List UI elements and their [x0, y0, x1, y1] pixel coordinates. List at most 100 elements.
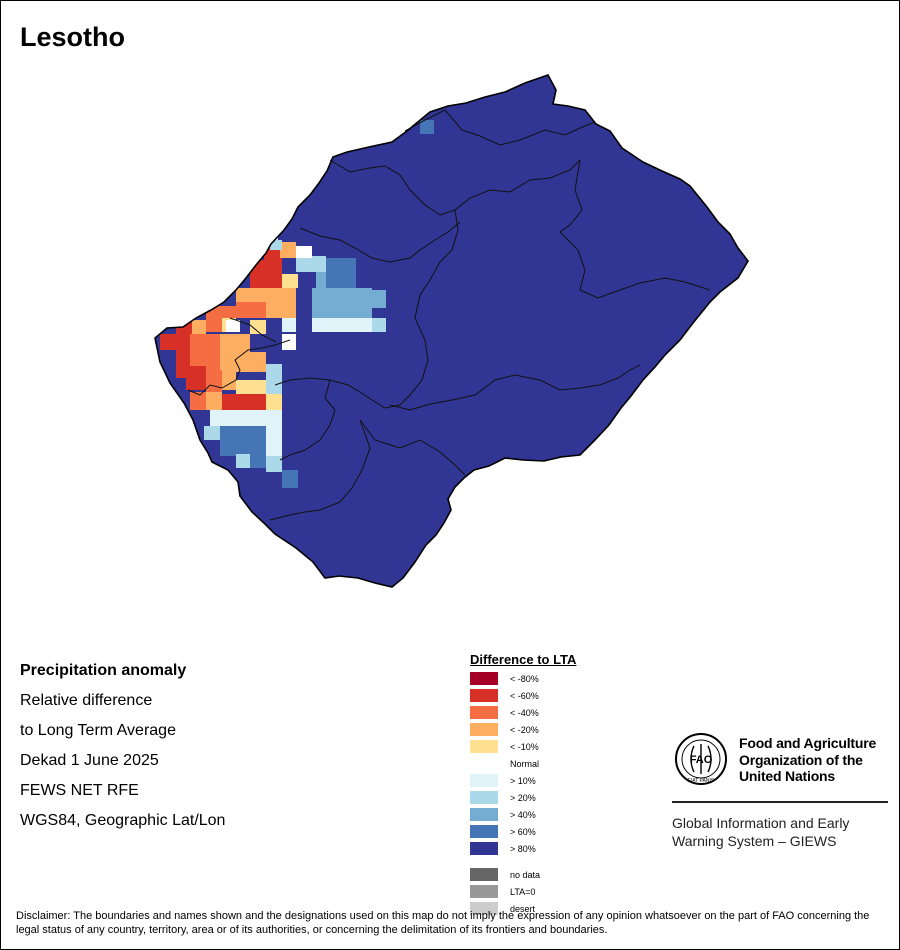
anomaly-cell [206, 370, 222, 392]
legend-label: < -20% [510, 725, 539, 735]
anomaly-cell [250, 320, 266, 334]
anomaly-cell [326, 258, 356, 288]
anomaly-cell [420, 120, 434, 134]
map-info: Precipitation anomaly Relative differenc… [20, 656, 225, 836]
legend-item: < -20% [470, 722, 670, 739]
anomaly-cell [282, 318, 296, 332]
legend-item: < -10% [470, 739, 670, 756]
anomaly-map [154, 74, 749, 588]
anomaly-cell [190, 392, 206, 410]
legend-label: no data [510, 870, 541, 880]
legend-label: > 20% [510, 793, 536, 803]
anomaly-cell [206, 392, 222, 410]
anomaly-cell [192, 320, 206, 334]
legend-swatch [470, 825, 498, 838]
fao-name-line1: Food and Agriculture [739, 735, 877, 751]
anomaly-cell [266, 410, 282, 426]
anomaly-cell [264, 248, 282, 262]
anomaly-cell [220, 334, 250, 352]
anomaly-cell-normal [296, 246, 312, 258]
legend-item: > 80% [470, 841, 670, 858]
legend-swatch [470, 885, 498, 898]
legend-title: Difference to LTA [470, 652, 577, 667]
anomaly-cell-normal [226, 320, 240, 332]
info-projection: WGS84, Geographic Lat/Lon [20, 812, 226, 829]
legend-label: < -80% [510, 674, 539, 684]
fao-motto: FIAT PANIS [688, 778, 715, 784]
legend-swatch [470, 672, 498, 685]
legend-label: Normal [510, 759, 540, 769]
anomaly-cell [270, 240, 282, 250]
legend-classes: < -80% < -60% < -40% < -20% < -10% Normal > 10… [470, 671, 670, 858]
fao-logo-text: FAO [690, 754, 713, 766]
anomaly-cell [186, 366, 206, 390]
legend-swatch [470, 706, 498, 719]
giews-line1: Global Information and Early [672, 815, 850, 831]
giews-line2: Warning System – GIEWS [672, 833, 837, 849]
anomaly-cell [312, 288, 372, 318]
legend-item: > 60% [470, 824, 670, 841]
anomaly-cell [236, 380, 266, 394]
legend-item: > 20% [470, 790, 670, 807]
info-source: FEWS NET RFE [20, 782, 139, 799]
legend-item: Normal [470, 756, 670, 773]
legend-swatch [470, 689, 498, 702]
giews-name: Global Information and Early Warning Sys… [672, 814, 849, 850]
legend-item: LTA=0 [470, 884, 670, 901]
fao-logo-icon: FAO FIAT PANIS [675, 733, 727, 785]
district-boundaries [187, 109, 711, 521]
anomaly-cell [266, 364, 282, 394]
anomaly-cell [206, 318, 222, 332]
anomaly-cell [282, 470, 298, 488]
legend-swatch [470, 723, 498, 736]
anomaly-cell [220, 372, 236, 390]
legend-swatch [470, 791, 498, 804]
anomaly-cell [372, 318, 386, 332]
anomaly-cell [312, 318, 372, 332]
legend-label: > 10% [510, 776, 536, 786]
anomaly-cell [266, 426, 282, 456]
anomaly-cell [250, 260, 282, 290]
anomaly-cell-normal [282, 334, 296, 350]
legend-item: > 10% [470, 773, 670, 790]
anomaly-cell [236, 302, 266, 318]
anomaly-cell [222, 394, 266, 410]
disclaimer: Disclaimer: The boundaries and names sho… [16, 910, 870, 936]
legend-swatch [470, 740, 498, 753]
legend-item: < -80% [470, 671, 670, 688]
anomaly-cell [250, 454, 266, 468]
fao-name-line3: United Nations [739, 768, 835, 784]
legend-item: no data [470, 867, 670, 884]
legend-label: > 80% [510, 844, 536, 854]
anomaly-cell [370, 290, 386, 308]
anomaly-patches [160, 120, 434, 488]
legend-extra: no data LTA=0 desert [470, 867, 670, 918]
legend-item: < -40% [470, 705, 670, 722]
legend-swatch [470, 774, 498, 787]
legend-swatch [470, 868, 498, 881]
legend-item: < -60% [470, 688, 670, 705]
anomaly-patch-group [160, 120, 434, 488]
info-line2: to Long Term Average [20, 722, 176, 739]
legend-label: < -60% [510, 691, 539, 701]
legend-swatch [470, 842, 498, 855]
legend-label: LTA=0 [510, 887, 536, 897]
divider [672, 801, 888, 803]
fao-name-line2: Organization of the [739, 751, 863, 768]
anomaly-cell [280, 242, 296, 258]
info-heading: Precipitation anomaly [20, 662, 187, 679]
legend-swatch [470, 902, 498, 915]
legend-label: < -10% [510, 742, 539, 752]
anomaly-cell [210, 410, 266, 426]
info-period: Dekad 1 June 2025 [20, 752, 159, 769]
anomaly-cell [220, 352, 266, 372]
legend-swatch [470, 808, 498, 821]
anomaly-cell [220, 426, 266, 456]
fao-name: Food and Agriculture Organization of the… [739, 735, 876, 785]
legend-label: < -40% [510, 708, 539, 718]
legend-label: desert [510, 904, 536, 914]
anomaly-cell [204, 426, 220, 440]
legend-label: > 60% [510, 827, 536, 837]
anomaly-cell [160, 334, 190, 350]
anomaly-cell [282, 274, 298, 288]
